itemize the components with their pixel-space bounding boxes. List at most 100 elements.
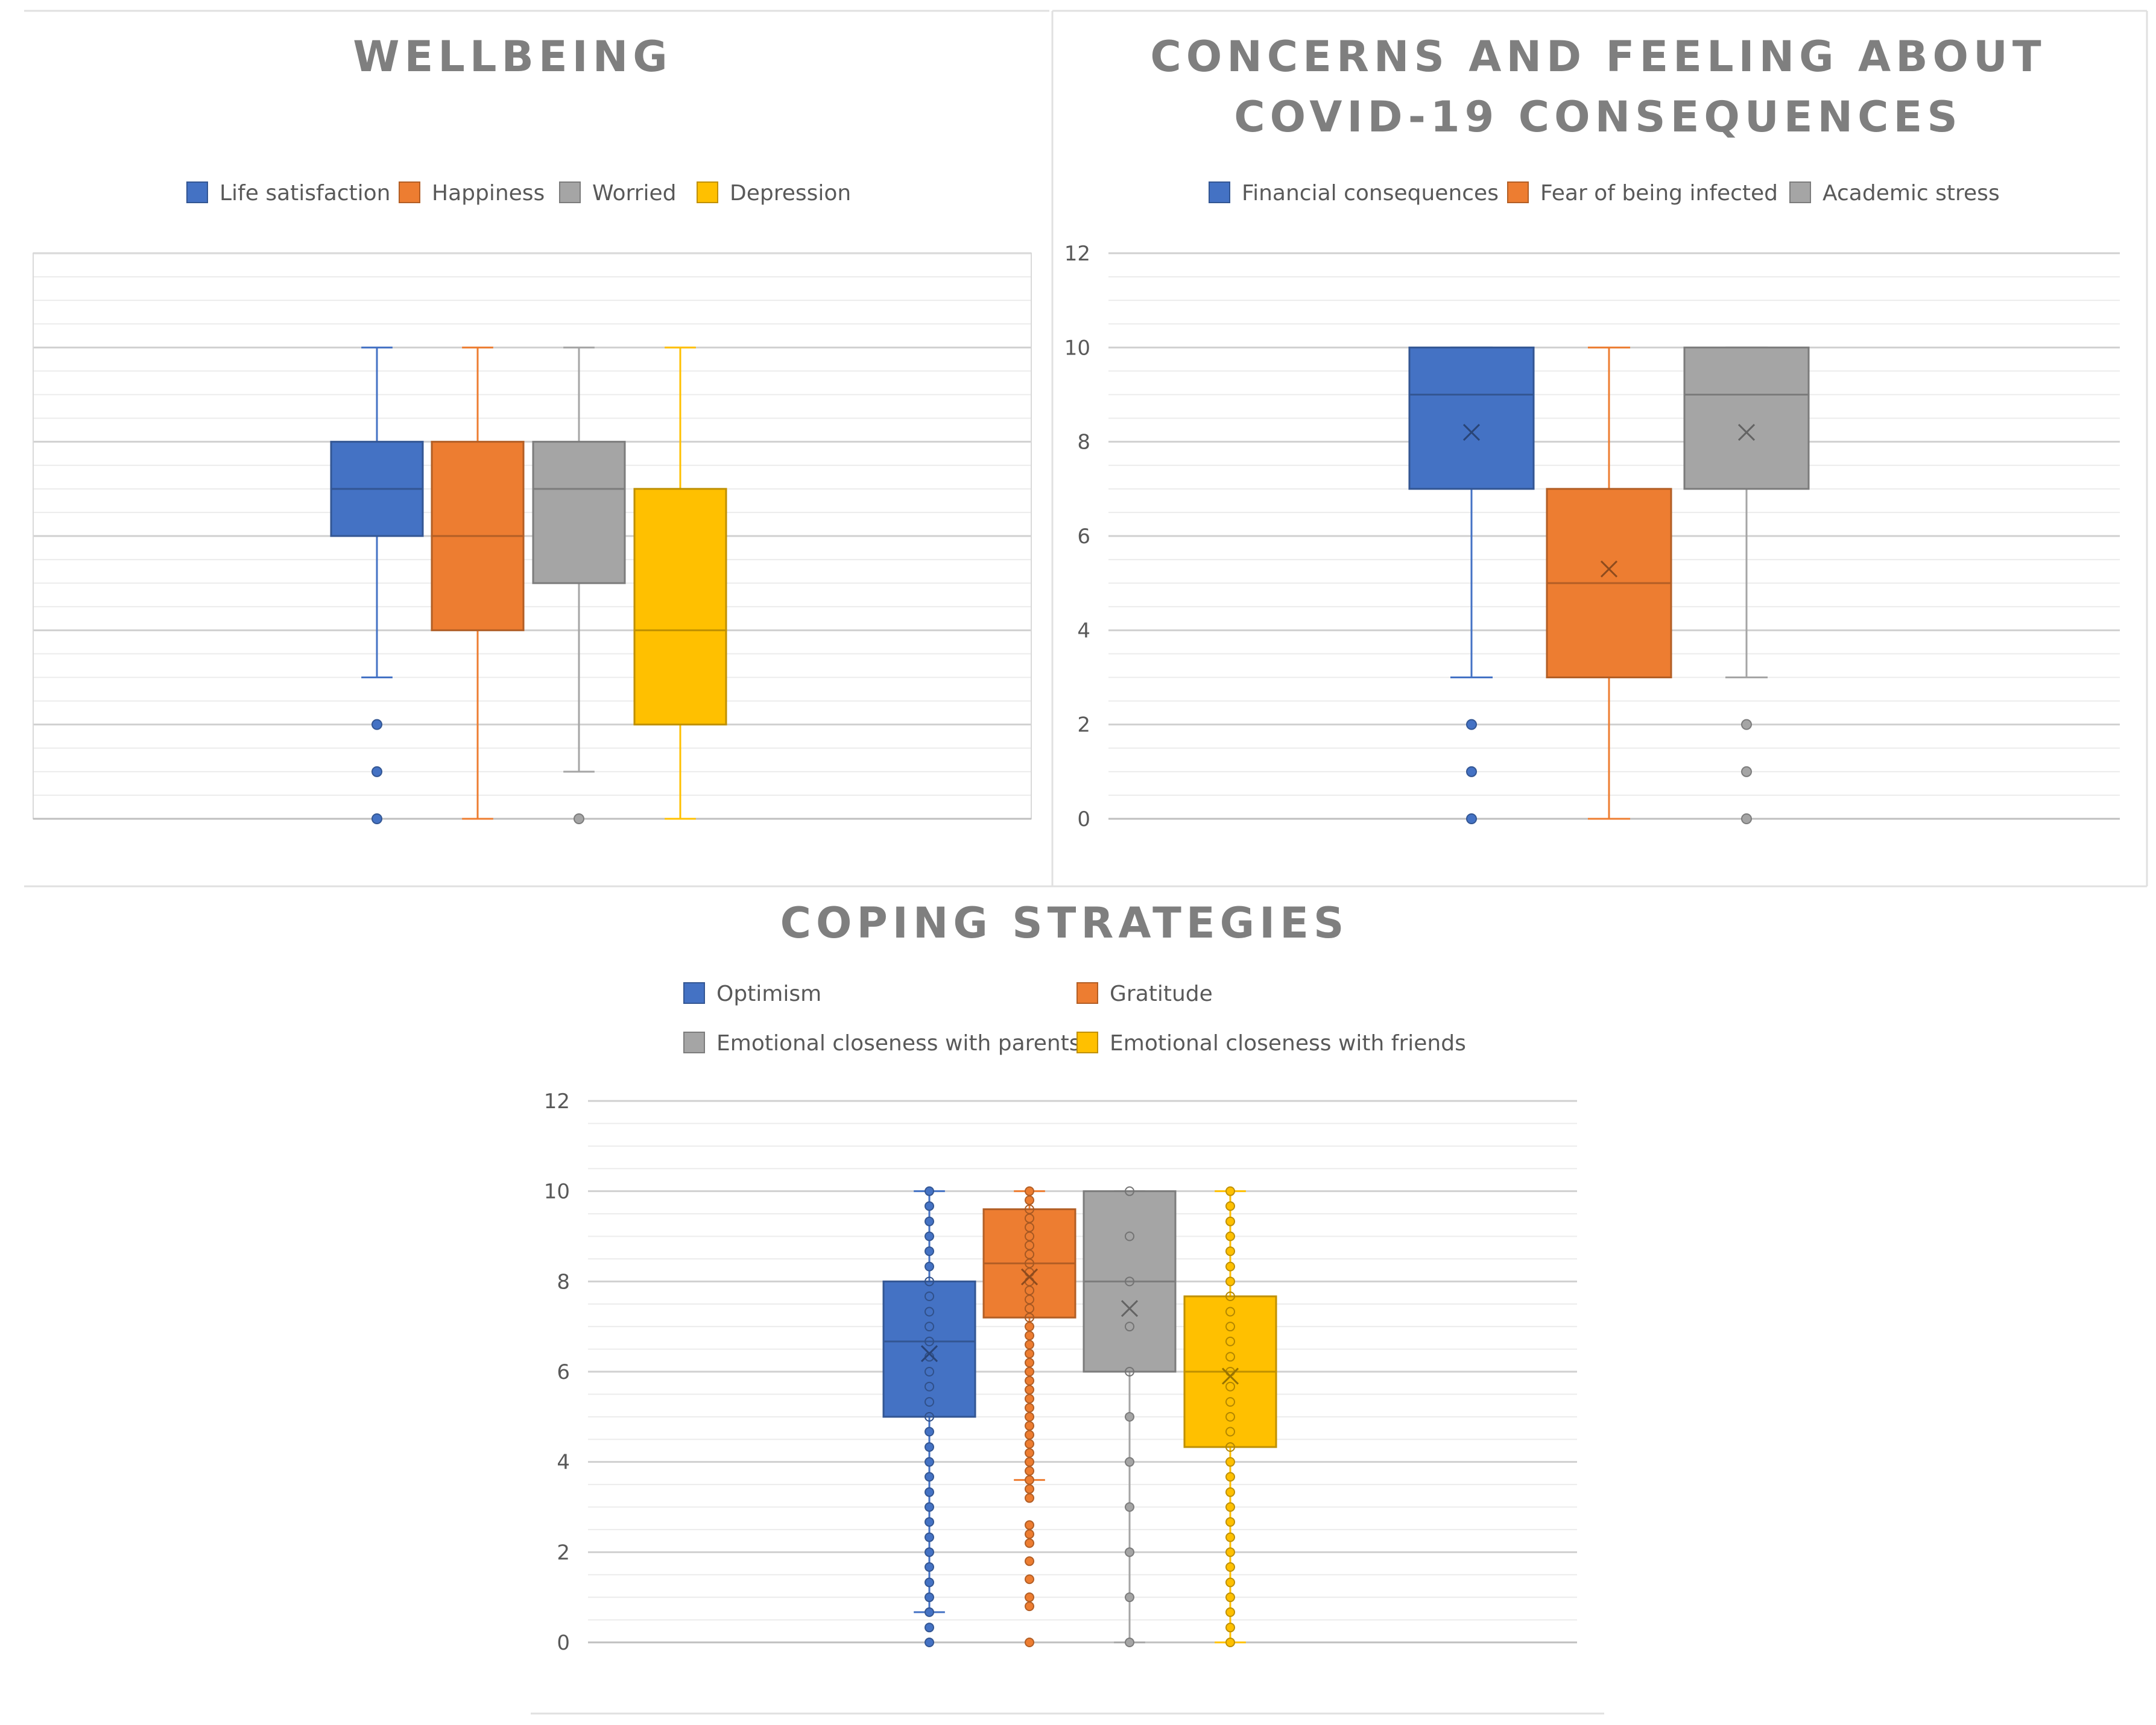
y-tick-label: 10 [1064,336,1090,360]
data-point [1225,1427,1235,1437]
data-point [925,1502,934,1512]
outlier-point [371,766,382,777]
legend-swatch [683,982,705,1004]
data-point [1025,1375,1034,1386]
y-tick-label: 4 [1077,619,1090,643]
box-emotional-closeness-with-friends [1183,1186,1277,1647]
data-point [925,1562,934,1572]
data-point [1025,1638,1034,1647]
legend-label: Academic stress [1822,181,2000,206]
coping-title: COPING STRATEGIES [780,898,1349,948]
data-point [1225,1276,1235,1287]
box-academic-stress [1683,346,1810,824]
legend-item-life-satisfaction: Life satisfaction [186,181,391,206]
legend-label: Optimism [716,982,821,1006]
legend-label: Emotional closeness with parents [716,1031,1081,1056]
iqr-box [532,441,626,584]
box-happiness [431,346,525,820]
legend-item-happiness: Happiness [399,181,545,206]
iqr-box [633,488,727,726]
legend-swatch [1076,1032,1098,1053]
data-point [1025,1358,1034,1368]
legend-item-emotional-closeness-with-parents: Emotional closeness with parents [683,1031,1081,1056]
covid-title-line-1: CONCERNS AND FEELING ABOUT [1150,32,2046,81]
data-point [1225,1638,1235,1647]
box-life-satisfaction [330,346,424,824]
data-point [1025,1439,1034,1449]
data-point [1225,1381,1235,1392]
y-tick-label: 10 [544,1180,570,1204]
data-point [1225,1352,1235,1362]
data-point [1225,1607,1235,1617]
data-point [1125,1502,1134,1512]
data-point [1025,1475,1034,1485]
data-point [925,1532,934,1542]
outlier-point [1466,813,1477,824]
data-point [925,1231,934,1241]
box-emotional-closeness-with-parents [1083,1186,1177,1647]
data-point [1025,1592,1034,1603]
mean-marker [1020,1268,1038,1285]
box-gratitude [982,1186,1076,1647]
outlier-point [574,813,584,824]
legend-item-worried: Worried [559,181,676,206]
data-point [1225,1261,1235,1272]
outlier-point [1466,719,1477,730]
data-point [925,1623,934,1633]
y-tick-label: 4 [557,1451,570,1475]
data-point [1125,1457,1134,1467]
data-point [1025,1601,1034,1612]
y-tick-label: 12 [544,1090,570,1114]
legend-swatch [186,181,208,203]
data-point [925,1457,934,1467]
data-point [1225,1397,1235,1407]
box-financial-consequences [1408,346,1535,824]
data-point [925,1411,934,1422]
data-point [1025,1322,1034,1332]
data-point [1125,1367,1134,1377]
mean-marker [1462,423,1481,441]
data-point [925,1246,934,1257]
data-point [925,1336,934,1346]
data-point [1225,1216,1235,1226]
outlier-point [1741,766,1752,777]
data-point [1025,1574,1034,1585]
data-point [1025,1411,1034,1422]
y-tick-label: 0 [557,1631,570,1655]
data-point [925,1276,934,1287]
data-point [1225,1472,1235,1482]
legend: Optimism Gratitude Emotional closeness wit… [683,982,1466,1056]
iqr-box [1683,346,1810,490]
data-point [1025,1421,1034,1431]
data-point [1025,1430,1034,1440]
data-point [925,1638,934,1647]
data-point [925,1517,934,1527]
data-point [925,1472,934,1482]
data-point [1025,1186,1034,1196]
data-point [1125,1638,1134,1647]
data-point [1025,1384,1034,1395]
data-point [1225,1623,1235,1633]
data-point [1225,1231,1235,1241]
data-point [925,1216,934,1226]
data-point [925,1487,934,1497]
y-tick-label: 0 [1077,807,1090,831]
data-point [1025,1457,1034,1467]
data-point [1225,1307,1235,1317]
data-point [925,1607,934,1617]
legend-item-optimism: Optimism [683,982,821,1006]
data-point [925,1381,934,1392]
data-point [1025,1529,1034,1539]
data-point [925,1201,934,1211]
legend-item-financial-consequences: Financial consequences [1209,181,1499,206]
legend-swatch [399,181,420,203]
legend-label: Life satisfaction [220,181,391,206]
box-optimism [882,1186,976,1647]
data-point [1225,1246,1235,1257]
data-point [1225,1457,1235,1467]
data-point [1025,1538,1034,1548]
mean-marker [1221,1367,1239,1385]
mean-marker [1737,423,1756,441]
data-point [925,1186,934,1196]
outlier-point [1741,813,1752,824]
